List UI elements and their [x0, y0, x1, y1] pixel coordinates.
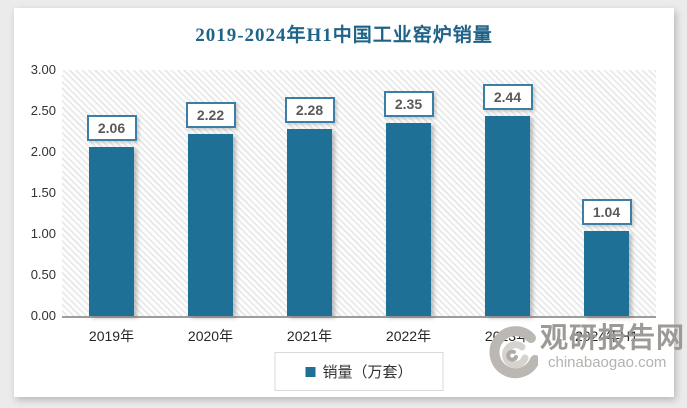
x-axis-label: 2024年H1: [574, 328, 639, 344]
y-axis-tick-label: 2.00: [30, 144, 56, 159]
legend: 销量（万套）: [274, 352, 444, 391]
x-axis-label: 2023年: [484, 328, 531, 344]
chart-title: 2019-2024年H1中国工业窑炉销量: [195, 25, 493, 46]
y-axis-tick-label: 0.00: [30, 308, 56, 323]
y-axis-tick-label: 0.50: [30, 267, 56, 282]
bar-2022年: [386, 123, 431, 316]
y-axis-tick-label: 3.00: [30, 62, 56, 77]
y-axis-tick-label: 2.50: [30, 103, 56, 118]
bar-value-label: 2.06: [86, 115, 137, 142]
x-axis-label: 2021年: [286, 328, 333, 344]
bar-value-label: 2.35: [383, 91, 434, 118]
bar-2024年H1: [584, 230, 629, 316]
y-axis-tick-label: 1.50: [30, 185, 56, 200]
plot-area: 2.06 2.22 2.28 2.35 2.44 1.04: [62, 70, 656, 318]
bar-2020年: [188, 133, 233, 316]
watermark-site-url: chinabaogao.com: [548, 354, 667, 372]
chart-card: 2019-2024年H1中国工业窑炉销量 2.06 2.22 2.28 2.35 2.4…: [14, 8, 684, 397]
y-axis-tick-label: 1.00: [30, 226, 56, 241]
x-axis-label: 2022年: [385, 328, 432, 344]
x-axis-label: 2019年: [88, 328, 135, 344]
bar-value-label: 2.28: [284, 97, 335, 124]
bar-2021年: [287, 129, 332, 316]
x-axis-label: 2020年: [187, 328, 234, 344]
bar-value-label: 2.22: [185, 101, 236, 128]
bar-value-label: 1.04: [581, 198, 632, 225]
bar-value-label: 2.44: [482, 83, 533, 110]
bar-2019年: [89, 147, 134, 316]
legend-label: 销量（万套）: [322, 364, 413, 381]
legend-marker-icon: [305, 366, 316, 377]
bar-2023年: [485, 115, 530, 316]
